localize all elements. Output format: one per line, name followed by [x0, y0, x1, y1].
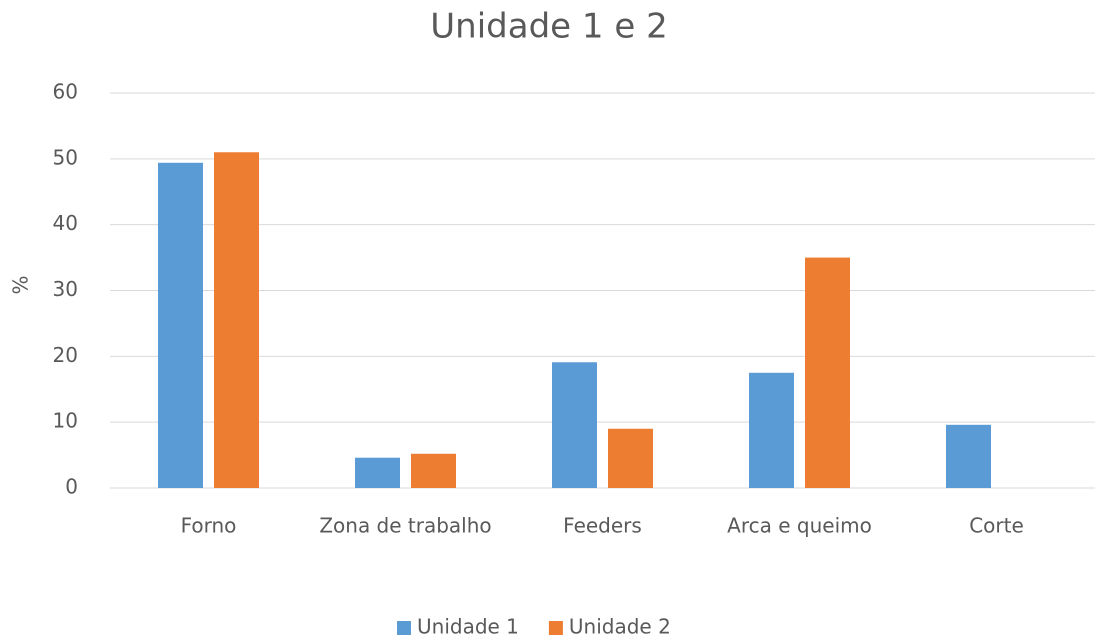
bar [946, 424, 991, 488]
y-tick-label: 10 [53, 409, 78, 433]
bar [749, 372, 794, 488]
y-tick-label: 20 [53, 343, 78, 367]
x-tick-label: Arca e queimo [727, 514, 872, 538]
bar [158, 162, 203, 489]
x-tick-label: Zona de trabalho [319, 514, 491, 538]
legend-label: Unidade 2 [569, 615, 671, 639]
legend-swatch [548, 621, 563, 635]
x-tick-label: Forno [181, 514, 237, 538]
x-tick-label: Corte [969, 514, 1024, 538]
y-tick-label: 50 [53, 145, 78, 169]
legend-swatch [397, 621, 411, 635]
bar [355, 457, 400, 488]
bar [214, 152, 259, 488]
y-tick-label: 30 [53, 277, 78, 301]
bar [608, 428, 653, 488]
bar [552, 362, 597, 488]
y-tick-label: 0 [65, 475, 78, 499]
x-tick-label: Feeders [563, 514, 642, 538]
legend-label: Unidade 1 [417, 615, 519, 639]
y-axis-label: % [9, 275, 33, 294]
y-tick-label: 40 [53, 211, 78, 235]
chart-title: Unidade 1 e 2 [430, 7, 667, 47]
bar [411, 453, 456, 488]
bar [805, 257, 850, 488]
y-tick-label: 60 [53, 80, 78, 104]
